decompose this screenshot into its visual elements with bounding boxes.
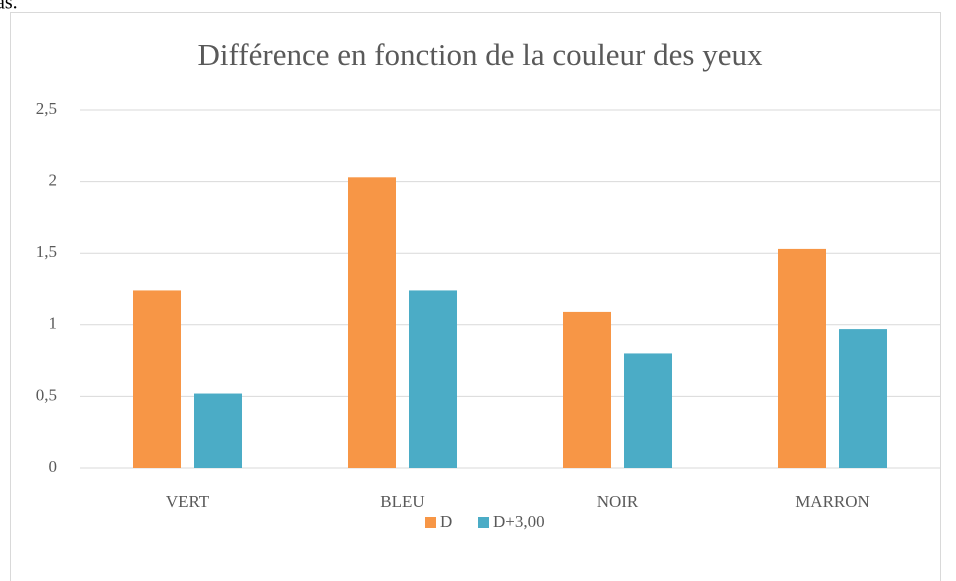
y-tick-label: 0,5 — [36, 385, 57, 404]
legend-swatch — [425, 517, 436, 528]
y-tick-label: 0 — [49, 457, 58, 476]
y-tick-label: 1,5 — [36, 242, 57, 261]
bar — [778, 248, 826, 468]
x-tick-label: VERT — [166, 492, 210, 511]
y-tick-label: 1 — [49, 314, 58, 333]
bar — [409, 290, 457, 468]
legend-swatch — [478, 517, 489, 528]
bar — [348, 177, 396, 468]
bar — [133, 290, 181, 468]
x-tick-label: BLEU — [380, 492, 424, 511]
x-tick-label: MARRON — [795, 492, 870, 511]
bar — [194, 393, 242, 468]
bar — [563, 311, 611, 468]
page-fragment: as. — [0, 0, 18, 14]
legend-label: D+3,00 — [493, 512, 545, 531]
legend-label: D — [440, 512, 452, 531]
x-tick-label: NOIR — [597, 492, 639, 511]
bar — [839, 329, 887, 468]
chart-title: Différence en fonction de la couleur des… — [198, 37, 763, 72]
y-tick-label: 2 — [49, 171, 58, 190]
y-tick-label: 2,5 — [36, 99, 57, 118]
bar — [624, 353, 672, 468]
